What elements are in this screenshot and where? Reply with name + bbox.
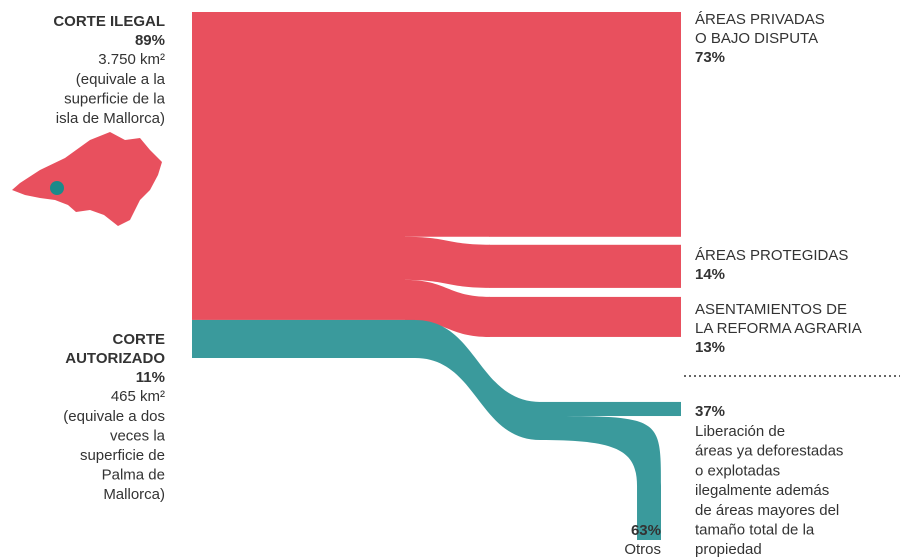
label: superficie de la xyxy=(64,90,166,107)
value-label: 89% xyxy=(135,32,165,49)
value-label: 73% xyxy=(695,49,725,66)
map-shape xyxy=(12,132,162,226)
label: Mallorca) xyxy=(103,486,165,503)
value-label: 14% xyxy=(695,266,725,283)
flow-end xyxy=(489,244,681,288)
label: superficie de xyxy=(80,447,165,464)
label: ilegalmente además xyxy=(695,482,829,499)
flow xyxy=(415,319,541,440)
value-label: 11% xyxy=(136,369,165,386)
source-block xyxy=(192,12,405,320)
mallorca-map xyxy=(12,132,162,226)
label: O BAJO DISPUTA xyxy=(695,30,818,47)
flow-end xyxy=(540,401,681,417)
label: de áreas mayores del xyxy=(695,502,839,519)
area-label: 3.750 km² xyxy=(98,51,165,68)
label: Palma de xyxy=(102,466,165,483)
label: veces la xyxy=(110,427,166,444)
flow xyxy=(405,12,490,237)
label: Liberación de xyxy=(695,423,785,440)
value-label: 13% xyxy=(695,339,725,356)
label: tamaño total de la xyxy=(695,521,815,538)
flow xyxy=(540,416,661,540)
flow xyxy=(405,236,490,288)
label: AUTORIZADO xyxy=(65,350,165,367)
label: CORTE xyxy=(113,331,166,348)
label: áreas ya deforestadas xyxy=(695,443,843,460)
value-label: 37% xyxy=(695,403,725,420)
label: (equivale a dos xyxy=(63,408,165,425)
area-label: 465 km² xyxy=(111,388,165,405)
label: (equivale a la xyxy=(76,71,166,88)
value-label: 63% xyxy=(631,522,661,539)
flow-end xyxy=(489,12,681,237)
map-dot xyxy=(50,181,64,195)
label: propiedad xyxy=(695,541,762,557)
label: ÁREAS PROTEGIDAS xyxy=(695,247,848,264)
label: ÁREAS PRIVADAS xyxy=(695,11,825,28)
label: isla de Mallorca) xyxy=(56,110,165,127)
source-block xyxy=(192,319,415,358)
flow-end xyxy=(489,296,681,337)
label: o explotadas xyxy=(695,462,780,479)
label: ASENTAMIENTOS DE xyxy=(695,301,847,318)
flow xyxy=(405,279,490,337)
label: Otros xyxy=(624,541,661,557)
label: LA REFORMA AGRARIA xyxy=(695,320,862,337)
label: CORTE ILEGAL xyxy=(53,13,165,30)
